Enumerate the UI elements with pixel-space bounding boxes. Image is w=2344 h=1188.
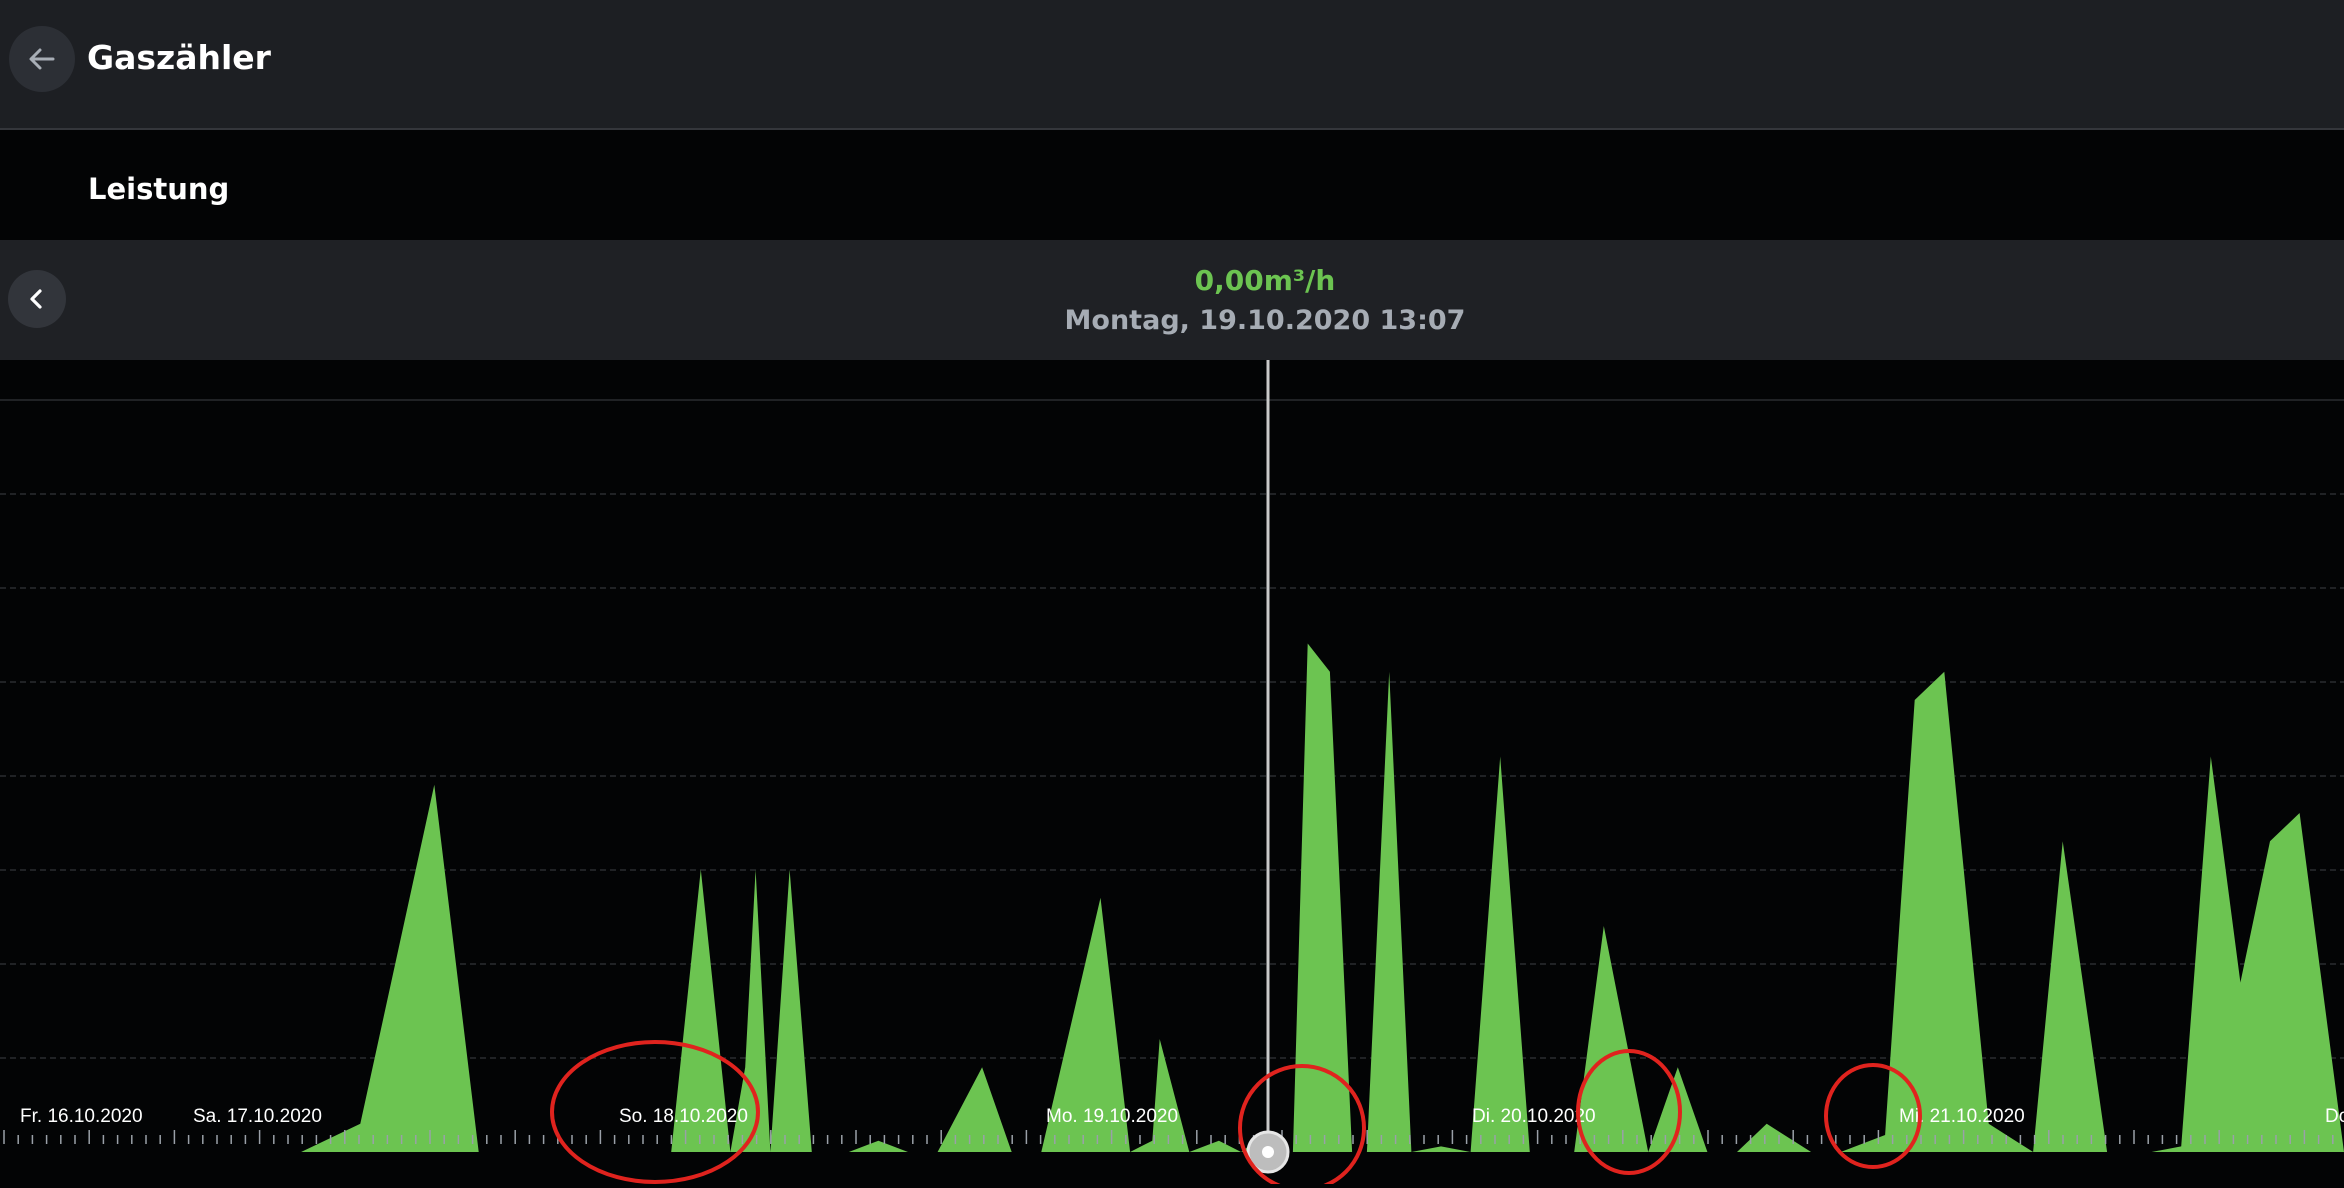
back-button[interactable] <box>9 26 75 92</box>
cursor-handle-dot <box>1262 1146 1274 1158</box>
arrow-left-icon <box>29 48 55 70</box>
red-ellipse-mi-21 <box>1824 1063 1922 1169</box>
day-label: Mo. 19.10.2020 <box>1046 1106 1178 1127</box>
chevron-left-icon <box>30 289 42 309</box>
consumption-chart[interactable]: Fr. 16.10.2020 Sa. 17.10.2020 So. 18.10.20… <box>0 360 2344 1188</box>
series-area-0 <box>5 643 2344 1152</box>
day-label: Fr. 16.10.2020 <box>20 1106 143 1127</box>
day-label: Sa. 17.10.2020 <box>193 1106 322 1127</box>
previous-button[interactable] <box>8 270 66 328</box>
chart-svg[interactable]: Fr. 16.10.2020 Sa. 17.10.2020 So. 18.10.20… <box>0 360 2344 1188</box>
day-label: Do <box>2325 1106 2344 1127</box>
red-ellipse-cursor <box>1238 1064 1366 1188</box>
section-header: Leistung <box>0 130 2344 240</box>
day-label: Mi. 21.10.2020 <box>1899 1106 2025 1127</box>
red-ellipse-di-20 <box>1576 1049 1682 1175</box>
day-label: So. 18.10.2020 <box>619 1106 748 1127</box>
day-label: Di. 20.10.2020 <box>1472 1106 1596 1127</box>
app-bar: Gaszähler <box>0 0 2344 130</box>
reading-bar: 0,00m³/h Montag, 19.10.2020 13:07 <box>0 240 2344 360</box>
page-title: Gaszähler <box>87 38 271 77</box>
red-ellipse-so-18 <box>550 1040 760 1184</box>
current-datetime: Montag, 19.10.2020 13:07 <box>1064 305 1466 336</box>
section-title: Leistung <box>88 172 230 206</box>
current-value: 0,00m³/h <box>1194 264 1336 297</box>
